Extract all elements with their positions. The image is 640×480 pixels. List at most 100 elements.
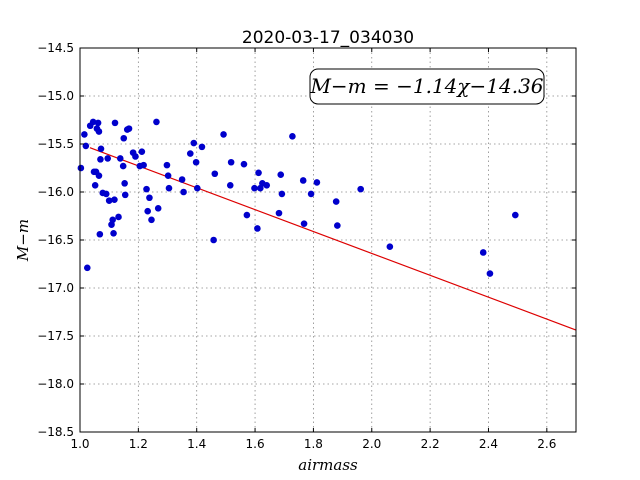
data-point	[251, 184, 258, 192]
x-tick-label: 1.2	[129, 437, 148, 451]
x-tick-label: 1.8	[304, 437, 323, 451]
data-point	[148, 216, 155, 224]
data-point	[486, 270, 494, 277]
data-point	[83, 264, 91, 272]
data-point	[198, 143, 206, 151]
data-point	[82, 142, 90, 150]
data-point	[138, 148, 146, 155]
data-point	[275, 209, 283, 217]
data-point	[278, 190, 286, 198]
data-point	[121, 191, 129, 199]
y-tick-label: −15.5	[37, 137, 74, 151]
x-tick-label: 2.2	[421, 437, 440, 451]
data-point	[512, 211, 519, 219]
data-points	[77, 118, 519, 277]
data-point	[144, 207, 151, 215]
data-point	[109, 216, 116, 224]
data-point	[332, 198, 340, 205]
data-point	[334, 222, 341, 229]
data-point	[163, 161, 171, 169]
data-point	[146, 194, 153, 202]
data-point	[226, 181, 234, 189]
data-point	[240, 160, 248, 168]
y-tick-label: −16.0	[37, 185, 74, 199]
y-tick-label: −18.5	[37, 425, 74, 439]
data-point	[386, 243, 394, 251]
data-point	[211, 170, 219, 178]
x-tick-label: 2.6	[537, 437, 556, 451]
data-point	[164, 172, 172, 179]
data-point	[307, 190, 315, 198]
data-point	[193, 184, 201, 192]
data-point	[104, 155, 112, 162]
data-point	[227, 158, 235, 166]
data-point	[115, 213, 122, 221]
y-tick-label: −18.0	[37, 377, 74, 391]
data-point	[110, 229, 117, 237]
data-point	[192, 158, 200, 166]
data-point	[102, 190, 110, 198]
data-point	[97, 145, 105, 153]
x-axis-label: airmass	[298, 456, 358, 474]
y-axis-label: M−m	[14, 219, 32, 262]
y-tick-label: −17.0	[37, 281, 74, 295]
fit-equation-label: M−m = −1.14χ−14.36	[309, 74, 543, 98]
y-tick-labels: −14.5 −15.0 −15.5 −16.0 −16.5 −17.0 −17.5 −18.0…	[37, 41, 74, 439]
data-point	[254, 225, 261, 232]
data-point	[255, 169, 262, 177]
data-point	[190, 139, 198, 147]
fit-line	[89, 147, 577, 331]
y-tick-label: −17.5	[37, 329, 74, 343]
data-point	[186, 150, 194, 157]
data-point	[479, 249, 487, 256]
data-point	[313, 179, 321, 186]
data-point	[220, 131, 227, 138]
legend-box: M−m = −1.14χ−14.36	[309, 68, 545, 105]
data-point	[263, 181, 271, 189]
y-tick-label: −15.0	[37, 89, 74, 103]
data-point	[243, 211, 251, 219]
y-tick-label: −16.5	[37, 233, 74, 247]
data-point	[81, 131, 88, 138]
data-point	[96, 230, 104, 238]
x-tick-label: 1.0	[70, 437, 89, 451]
x-tick-label: 1.6	[246, 437, 265, 451]
data-point	[289, 133, 296, 140]
data-point	[77, 164, 85, 172]
data-point	[154, 205, 162, 212]
data-point	[132, 153, 139, 160]
data-point	[111, 119, 119, 127]
x-tick-label: 2.0	[362, 437, 381, 451]
data-point	[89, 118, 97, 126]
data-point	[94, 119, 102, 127]
x-tick-labels: 1.0 1.2 1.4 1.6 1.8 2.0 2.2 2.4 2.6	[70, 437, 556, 451]
data-point	[105, 197, 113, 204]
data-point	[95, 172, 103, 179]
data-point	[111, 196, 118, 203]
data-point	[120, 134, 128, 142]
data-point	[119, 162, 127, 170]
data-point	[277, 171, 285, 179]
data-point	[97, 156, 104, 163]
axis-ticks	[79, 47, 576, 433]
data-point	[116, 155, 124, 162]
data-point	[300, 220, 308, 227]
fit-line-group	[89, 147, 577, 331]
data-point	[178, 176, 186, 183]
data-point	[165, 184, 173, 192]
data-point	[180, 188, 187, 196]
y-tick-label: −14.5	[37, 41, 74, 55]
data-point	[95, 128, 103, 135]
data-point	[125, 125, 133, 132]
chart-title: 2020-03-17_034030	[242, 28, 414, 48]
data-point	[143, 185, 150, 193]
data-point	[357, 185, 364, 193]
data-point	[140, 161, 147, 169]
data-point	[153, 118, 160, 126]
data-point	[299, 177, 307, 184]
data-point	[91, 181, 99, 189]
legend-frame	[309, 68, 545, 105]
x-tick-label: 1.4	[187, 437, 206, 451]
data-point	[121, 180, 128, 187]
